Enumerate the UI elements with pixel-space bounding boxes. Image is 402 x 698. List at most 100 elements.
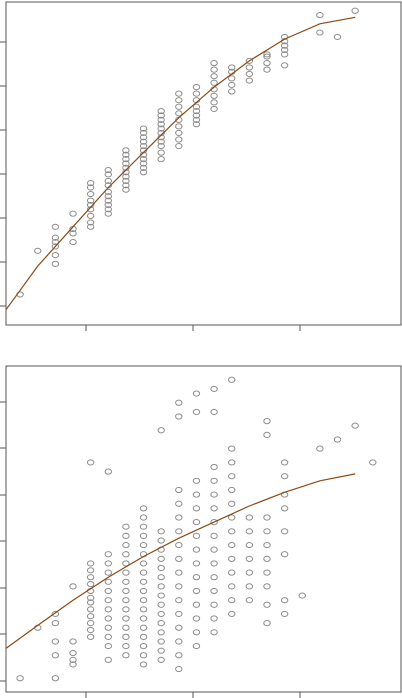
- data-point: [51, 652, 60, 659]
- data-point: [316, 29, 324, 36]
- data-point: [104, 193, 112, 200]
- data-point: [86, 633, 95, 641]
- data-point: [210, 615, 218, 622]
- data-point: [228, 541, 236, 549]
- data-point: [122, 560, 130, 567]
- data-point: [175, 652, 183, 659]
- data-point: [228, 459, 236, 466]
- data-point: [139, 597, 148, 604]
- data-point: [280, 473, 289, 480]
- data-point: [51, 610, 60, 618]
- data-point: [69, 649, 77, 657]
- data-point: [122, 177, 130, 185]
- data-point: [192, 601, 201, 608]
- data-point: [122, 156, 130, 163]
- data-point: [86, 190, 95, 198]
- data-point: [69, 238, 77, 246]
- data-point: [122, 642, 130, 650]
- data-point: [86, 212, 95, 219]
- data-point: [139, 169, 148, 176]
- data-point: [210, 546, 218, 553]
- data-point: [228, 514, 236, 521]
- data-point: [263, 60, 271, 67]
- data-point: [263, 514, 271, 521]
- data-point: [86, 197, 95, 204]
- data-point: [69, 230, 77, 237]
- data-point: [104, 587, 112, 595]
- data-point: [316, 11, 324, 19]
- data-point: [86, 626, 95, 634]
- data-point: [192, 615, 201, 622]
- data-point: [228, 88, 236, 95]
- data-point: [86, 574, 95, 581]
- data-point: [157, 574, 165, 581]
- data-point: [69, 583, 77, 590]
- data-point: [192, 84, 201, 91]
- data-point: [139, 164, 148, 171]
- data-point: [122, 532, 130, 539]
- data-point: [263, 66, 271, 73]
- data-point: [175, 583, 183, 590]
- data-point: [175, 665, 183, 673]
- data-point: [192, 642, 201, 650]
- data-point: [157, 620, 165, 627]
- data-point: [263, 583, 271, 590]
- data-point: [157, 555, 165, 562]
- data-point: [210, 477, 218, 484]
- data-point: [175, 541, 183, 549]
- data-point: [122, 173, 130, 180]
- data-point: [122, 587, 130, 595]
- data-point: [263, 51, 271, 58]
- data-point: [263, 569, 271, 576]
- data-point: [86, 560, 95, 567]
- data-point: [175, 555, 183, 562]
- data-point: [210, 92, 218, 99]
- data-point: [122, 541, 130, 549]
- data-point: [210, 99, 218, 106]
- data-point: [157, 156, 165, 163]
- data-point: [139, 142, 148, 150]
- data-point: [245, 541, 254, 549]
- data-point: [175, 90, 183, 97]
- data-point: [228, 75, 236, 82]
- data-point: [210, 408, 218, 416]
- data-point: [192, 103, 201, 110]
- data-point: [104, 206, 112, 213]
- data-point: [245, 528, 254, 535]
- data-point: [192, 505, 201, 512]
- data-point: [210, 587, 218, 595]
- data-point: [104, 597, 112, 604]
- data-point: [157, 112, 165, 119]
- data-point: [139, 606, 148, 613]
- data-point: [192, 587, 201, 595]
- data-point: [104, 624, 112, 631]
- data-point: [245, 569, 254, 576]
- data-point: [175, 610, 183, 618]
- data-point: [280, 597, 289, 604]
- data-point: [192, 390, 201, 397]
- data-point: [369, 459, 377, 466]
- data-point: [69, 210, 77, 217]
- data-point: [104, 615, 112, 622]
- data-point: [175, 97, 183, 104]
- data-point: [228, 500, 236, 507]
- data-point: [263, 601, 271, 608]
- data-point: [192, 90, 201, 97]
- data-point: [351, 422, 359, 429]
- data-point: [210, 629, 218, 636]
- data-point: [139, 134, 148, 141]
- data-point: [263, 53, 271, 60]
- data-point: [51, 260, 60, 267]
- data-point: [298, 592, 306, 599]
- data-point: [139, 624, 148, 631]
- data-point: [51, 223, 60, 230]
- data-point: [157, 601, 165, 608]
- data-point: [210, 73, 218, 80]
- data-point: [245, 77, 254, 84]
- data-point: [192, 477, 201, 484]
- data-point: [228, 583, 236, 590]
- data-point: [157, 138, 165, 145]
- data-point: [34, 247, 42, 254]
- data-point: [316, 445, 324, 452]
